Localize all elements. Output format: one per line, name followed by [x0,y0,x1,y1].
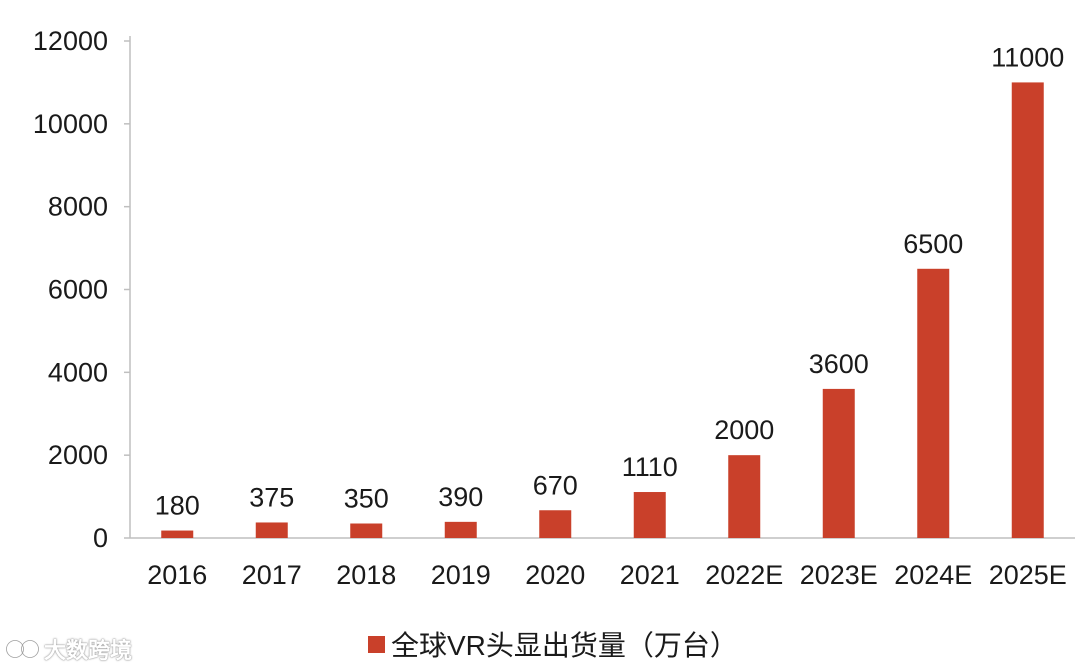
y-tick-label: 6000 [48,275,108,305]
data-label: 11000 [991,42,1064,72]
data-label: 6500 [903,229,963,259]
legend: 全球VR头显出货量（万台） [368,624,738,664]
x-tick-label: 2017 [242,560,302,590]
bar [255,522,288,538]
watermark-text: 大数跨境 [44,638,133,663]
bar [728,455,761,538]
bar [633,492,666,538]
x-tick-label: 2022E [705,560,783,590]
x-tick-label: 2018 [336,560,396,590]
y-tick-label: 2000 [48,440,108,470]
y-tick-label: 4000 [48,357,108,387]
legend-label: 全球VR头显出货量（万台） [391,630,738,661]
legend-swatch [368,635,385,653]
data-label: 2000 [714,415,774,445]
y-tick-label: 10000 [33,109,108,139]
data-label: 180 [155,491,200,521]
x-tick-label: 2016 [147,560,207,590]
data-label: 670 [533,470,578,500]
data-label: 350 [344,484,389,514]
x-tick-label: 2024E [894,560,972,590]
bar [161,530,194,538]
watermark: 大数跨境 [6,633,132,665]
x-tick-label: 2020 [525,560,585,590]
x-tick-label: 2021 [620,560,680,590]
bar [444,521,477,538]
y-tick-label: 8000 [48,192,108,222]
x-tick-label: 2025E [989,560,1067,590]
bar [1011,82,1044,539]
x-tick-label: 2019 [431,560,491,590]
x-tick-label: 2023E [800,560,878,590]
y-tick-label: 0 [93,523,108,553]
data-label: 390 [438,482,483,512]
bar [822,388,855,538]
bar [917,268,950,538]
data-label: 1110 [622,452,678,482]
bar [539,510,572,538]
y-tick-label: 12000 [33,26,108,56]
data-label: 3600 [809,349,869,379]
watermark-logo-icon [6,640,39,658]
bar [350,523,383,538]
data-label: 375 [249,482,294,512]
